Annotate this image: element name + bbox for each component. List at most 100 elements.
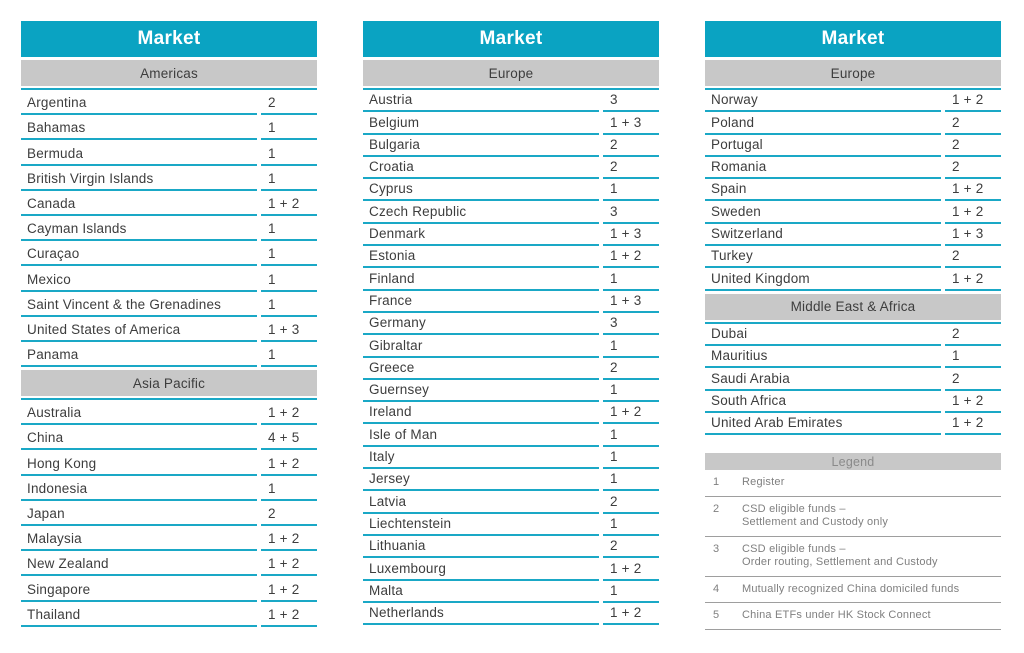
table-row: Hong Kong 1 + 2 — [21, 450, 317, 476]
market-services: 2 — [261, 501, 317, 526]
table-body: Europe Austria 3 Belgium 1 + 3 Bulgaria 2 Croat… — [363, 60, 659, 626]
market-services: 1 + 2 — [603, 603, 659, 626]
market-name: Malaysia — [21, 526, 257, 552]
section-header: Europe — [705, 60, 1001, 86]
table-body: Americas Argentina 2 Bahamas 1 Bermuda 1 Britis… — [21, 60, 317, 627]
market-name: Sweden — [705, 201, 941, 224]
legend-text: Register — [742, 476, 785, 488]
market-name: Germany — [363, 313, 599, 336]
table-row: Luxembourg 1 + 2 — [363, 558, 659, 581]
table-row: Sweden 1 + 2 — [705, 201, 1001, 224]
market-name: Greece — [363, 358, 599, 380]
market-services: 1 + 2 — [603, 558, 659, 581]
table-row: Denmark 1 + 3 — [363, 224, 659, 247]
section-header: Asia Pacific — [21, 370, 317, 397]
market-services: 1 — [261, 241, 317, 267]
table-row: Romania 2 — [705, 157, 1001, 180]
market-name: Cayman Islands — [21, 216, 257, 242]
legend-item: 2 CSD eligible funds – Settlement and Cust… — [705, 497, 1001, 537]
market-services: 1 — [261, 216, 317, 242]
market-name: Panama — [21, 342, 257, 368]
table-row: Dubai 2 — [705, 324, 1001, 346]
market-services: 1 — [261, 115, 317, 141]
market-services: 1 + 2 — [945, 201, 1001, 224]
legend-code: 5 — [713, 609, 720, 621]
table-row: Jersey 1 — [363, 469, 659, 492]
market-name: Estonia — [363, 246, 599, 269]
market-name: Dubai — [705, 324, 941, 346]
market-services: 3 — [603, 313, 659, 336]
legend-item: 5 China ETFs under HK Stock Connect — [705, 603, 1001, 630]
market-name: Croatia — [363, 157, 599, 180]
table-row: Malta 1 — [363, 581, 659, 603]
table-row: Gibraltar 1 — [363, 335, 659, 358]
market-services: 1 + 2 — [261, 526, 317, 552]
table-row: Netherlands 1 + 2 — [363, 603, 659, 626]
table-row: Spain 1 + 2 — [705, 179, 1001, 202]
market-name: Norway — [705, 90, 941, 113]
table-row: Estonia 1 + 2 — [363, 246, 659, 269]
market-services: 1 — [261, 266, 317, 292]
market-services: 1 + 2 — [261, 400, 317, 426]
market-name: United Arab Emirates — [705, 413, 941, 436]
legend-code: 1 — [713, 476, 720, 488]
market-services: 1 + 2 — [945, 413, 1001, 436]
market-services: 2 — [945, 324, 1001, 346]
market-services: 1 + 3 — [603, 224, 659, 247]
table-row: British Virgin Islands 1 — [21, 166, 317, 191]
table-row: Cayman Islands 1 — [21, 216, 317, 242]
market-name: United Kingdom — [705, 268, 941, 291]
market-services: 1 + 3 — [945, 224, 1001, 247]
market-table-americas-asia-pacific: Market Americas Argentina 2 Bahamas 1 Bermuda… — [21, 21, 317, 627]
table-row: Bulgaria 2 — [363, 135, 659, 157]
section-divider — [21, 88, 317, 90]
table-row: South Africa 1 + 2 — [705, 391, 1001, 413]
market-services: 1 + 2 — [261, 576, 317, 602]
market-services: 1 + 2 — [945, 90, 1001, 113]
market-name: Luxembourg — [363, 558, 599, 581]
market-name: South Africa — [705, 391, 941, 413]
table-row: Croatia 2 — [363, 157, 659, 180]
market-services: 1 — [603, 447, 659, 470]
table-row: Mexico 1 — [21, 266, 317, 292]
market-name: Lithuania — [363, 536, 599, 559]
market-services: 1 + 2 — [261, 191, 317, 216]
market-name: France — [363, 291, 599, 313]
table-row: Saint Vincent & the Grenadines 1 — [21, 292, 317, 317]
market-name: Curaçao — [21, 241, 257, 267]
market-services: 1 — [261, 476, 317, 501]
legend-title-label: Legend — [831, 454, 875, 469]
table-row: Thailand 1 + 2 — [21, 602, 317, 627]
section-header: Europe — [363, 60, 659, 86]
market-services: 2 — [603, 536, 659, 559]
market-name: Bulgaria — [363, 135, 599, 157]
table-row: Guernsey 1 — [363, 380, 659, 403]
market-services: 1 — [945, 346, 1001, 369]
market-services: 1 — [603, 179, 659, 202]
market-name: United States of America — [21, 317, 257, 342]
table-row: United States of America 1 + 3 — [21, 317, 317, 342]
market-services: 1 + 2 — [261, 450, 317, 476]
market-services: 4 + 5 — [261, 425, 317, 451]
market-services: 2 — [945, 157, 1001, 180]
market-services: 2 — [945, 135, 1001, 157]
market-name: Poland — [705, 112, 941, 135]
market-name: Saudi Arabia — [705, 368, 941, 391]
table-row: Austria 3 — [363, 90, 659, 113]
section-divider — [363, 88, 659, 90]
legend-code: 3 — [713, 542, 720, 555]
legend-item: 4 Mutually recognized China domiciled fun… — [705, 577, 1001, 603]
market-name: Switzerland — [705, 224, 941, 247]
table-row: Belgium 1 + 3 — [363, 112, 659, 135]
table-row: Poland 2 — [705, 112, 1001, 135]
market-name: Japan — [21, 501, 257, 526]
market-services: 1 + 3 — [603, 112, 659, 135]
market-services: 1 — [261, 140, 317, 166]
market-name: Austria — [363, 90, 599, 113]
legend-title: Legend — [705, 453, 1001, 470]
table-row: Isle of Man 1 — [363, 424, 659, 447]
table-row: Switzerland 1 + 3 — [705, 224, 1001, 247]
market-name: Ireland — [363, 402, 599, 425]
market-services: 2 — [261, 90, 317, 116]
